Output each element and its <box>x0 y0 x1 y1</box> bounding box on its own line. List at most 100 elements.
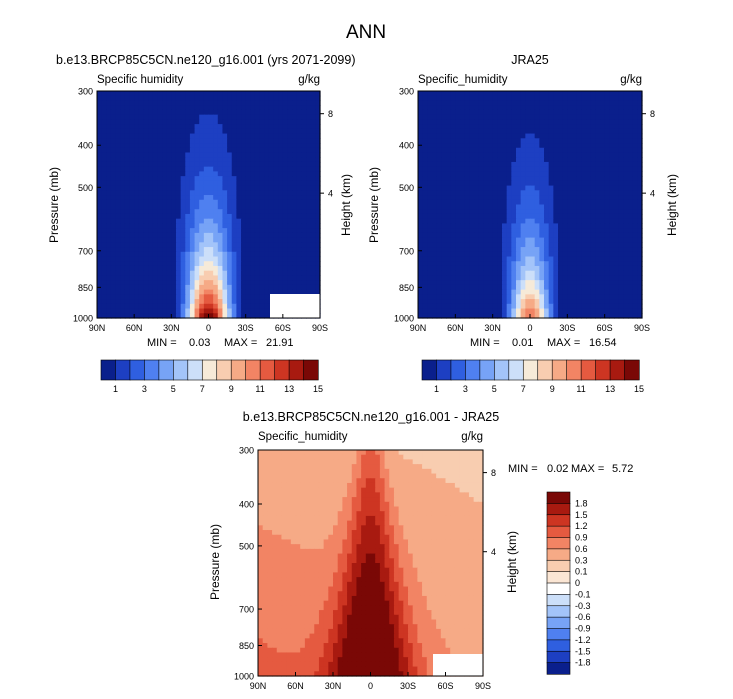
heatmap-cell <box>511 237 517 243</box>
heatmap-cell <box>101 237 107 243</box>
heatmap-cell <box>464 242 470 248</box>
heatmap-cell <box>576 119 582 125</box>
heatmap-cell <box>455 275 461 281</box>
heatmap-cell <box>432 294 438 300</box>
heatmap-cell <box>222 209 228 215</box>
heatmap-cell <box>250 180 256 187</box>
heatmap-cell <box>213 147 219 154</box>
heatmap-cell <box>534 204 540 210</box>
heatmap-cell <box>268 185 275 191</box>
heatmap-cell <box>138 166 145 172</box>
heatmap-cell <box>506 157 512 163</box>
heatmap-cell <box>534 228 540 234</box>
heatmap-cell <box>287 176 293 182</box>
heatmap-cell <box>148 265 154 272</box>
heatmap-cell <box>473 468 479 475</box>
heatmap-cell <box>581 204 587 210</box>
heatmap-cell <box>600 275 606 281</box>
heatmap-cell <box>241 204 247 210</box>
heatmap-cell <box>516 242 522 248</box>
heatmap-cell <box>427 161 433 168</box>
heatmap-cell <box>292 209 298 215</box>
heatmap-cell <box>460 275 466 281</box>
heatmap-cell <box>310 138 316 144</box>
heatmap-cell <box>208 275 214 281</box>
heatmap-cell <box>213 256 219 262</box>
heatmap-cell <box>129 109 135 116</box>
heatmap-cell <box>553 128 559 135</box>
heatmap-cell <box>525 105 531 111</box>
heatmap-cell <box>231 313 237 319</box>
heatmap-cell <box>609 185 615 191</box>
heatmap-cell <box>171 124 177 130</box>
heatmap-cell <box>259 161 265 168</box>
heatmap-cell <box>259 105 265 111</box>
heatmap-cell <box>460 289 466 295</box>
heatmap-cell <box>600 256 606 262</box>
heatmap-cell <box>129 147 135 154</box>
heatmap-cell <box>267 473 273 479</box>
heatmap-cell <box>296 119 303 125</box>
heatmap-cell <box>422 209 428 215</box>
heatmap-cell <box>138 91 145 97</box>
heatmap-cell <box>553 213 559 220</box>
heatmap-cell <box>609 190 615 196</box>
heatmap-cell <box>488 308 494 314</box>
heatmap-cell <box>120 299 126 305</box>
heatmap-cell <box>315 180 321 187</box>
heatmap-cell <box>609 270 615 277</box>
heatmap-cell <box>595 299 601 305</box>
heatmap-cell <box>152 275 158 281</box>
heatmap-cell <box>469 223 475 229</box>
heatmap-cell <box>460 152 466 158</box>
heatmap-cell <box>446 161 452 168</box>
heatmap-cell <box>254 213 261 220</box>
heatmap-cell <box>432 152 438 158</box>
heatmap-cell <box>259 109 265 116</box>
heatmap-cell <box>162 237 168 243</box>
heatmap-cell <box>530 91 536 97</box>
heatmap-cell <box>276 450 283 456</box>
heatmap-cell <box>185 223 191 229</box>
heatmap-cell <box>511 124 517 130</box>
heatmap-cell <box>418 251 424 258</box>
heatmap-cell <box>241 313 247 319</box>
heatmap-cell <box>473 464 479 470</box>
heatmap-cell <box>296 213 303 220</box>
heatmap-cell <box>227 232 233 239</box>
heatmap-cell <box>231 251 237 258</box>
heatmap-cell <box>152 232 158 239</box>
heatmap-cell <box>422 171 428 177</box>
heatmap-cell <box>464 223 470 229</box>
heatmap-cell <box>455 237 461 243</box>
heatmap-cell <box>446 251 452 258</box>
heatmap-cell <box>581 209 587 215</box>
heatmap-cell <box>623 270 629 277</box>
heatmap-cell <box>166 228 172 234</box>
heatmap-cell <box>296 109 303 116</box>
heatmap-cell <box>460 91 466 97</box>
heatmap-cell <box>258 468 264 475</box>
heatmap-cell <box>544 213 550 220</box>
heatmap-cell <box>175 133 182 139</box>
heatmap-cell <box>572 209 578 215</box>
heatmap-cell <box>595 95 601 102</box>
heatmap-cell <box>469 303 475 310</box>
heatmap-cell <box>604 109 610 116</box>
heatmap-cell <box>492 218 498 225</box>
heatmap-cell <box>217 176 224 182</box>
heatmap-cell <box>632 251 638 258</box>
heatmap-cell <box>236 157 242 163</box>
heatmap-cell <box>347 464 353 470</box>
heatmap-cell <box>441 91 447 97</box>
heatmap-cell <box>185 138 191 144</box>
heatmap-cell <box>497 299 503 305</box>
heatmap-cell <box>254 124 261 130</box>
heatmap-cell <box>115 247 121 253</box>
heatmap-cell <box>530 303 536 310</box>
heatmap-cell <box>460 218 466 225</box>
heatmap-cell <box>157 294 163 300</box>
heatmap-cell <box>250 261 256 267</box>
heatmap-cell <box>259 138 265 144</box>
heatmap-cell <box>134 95 140 102</box>
